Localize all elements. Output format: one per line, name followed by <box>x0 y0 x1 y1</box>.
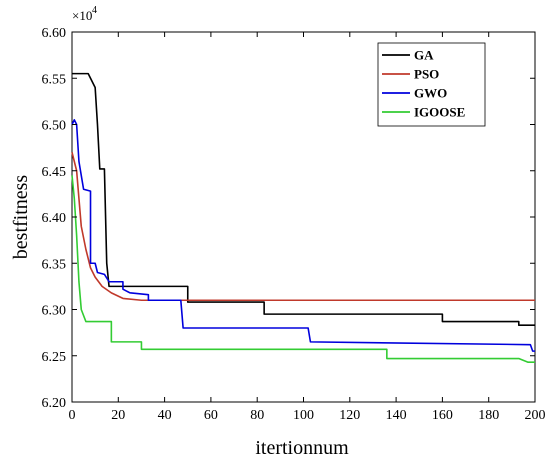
y-tick-label: 6.30 <box>42 304 67 319</box>
y-multiplier-exponent: 4 <box>92 5 97 16</box>
y-tick-label: 6.55 <box>42 72 67 87</box>
series-line-pso <box>71 152 535 302</box>
series-line-gwo <box>71 119 535 352</box>
legend-label-gwo: GWO <box>414 86 447 101</box>
series-line-igoose <box>71 175 535 364</box>
y-tick-label: 6.35 <box>42 257 67 272</box>
y-tick-label: 6.40 <box>42 211 67 226</box>
x-tick-label: 100 <box>293 408 314 423</box>
y-tick-label: 6.60 <box>42 26 67 41</box>
y-axis-label: bestfitness <box>10 175 32 260</box>
x-axis-label: itertionnum <box>255 437 349 459</box>
y-tick-label: 6.45 <box>42 165 67 180</box>
y-multiplier-label: ×10 <box>72 8 92 23</box>
x-tick-label: 20 <box>111 408 125 423</box>
series-layer <box>71 72 535 364</box>
x-tick-label: 200 <box>525 408 546 423</box>
legend-label-pso: PSO <box>414 67 439 82</box>
x-tick-label: 140 <box>386 408 407 423</box>
x-tick-label: 80 <box>250 408 264 423</box>
x-tick-label: 60 <box>204 408 218 423</box>
legend: GA PSO GWO IGOOSE <box>377 42 486 127</box>
legend-label-ga: GA <box>414 48 434 63</box>
ticks-layer: 0 20 40 60 80 100 120 140 160 180 200 6.20 6.25 6.30 6… <box>42 26 546 423</box>
x-tick-label: 40 <box>158 408 172 423</box>
x-tick-label: 0 <box>69 408 76 423</box>
legend-label-igoose: IGOOSE <box>414 105 465 120</box>
x-tick-label: 120 <box>339 408 360 423</box>
series-line-ga <box>72 72 535 327</box>
y-tick-label: 6.25 <box>42 350 67 365</box>
x-tick-label: 160 <box>432 408 453 423</box>
y-tick-label: 6.20 <box>42 396 67 411</box>
x-tick-label: 180 <box>478 408 499 423</box>
y-tick-label: 6.50 <box>42 119 67 134</box>
